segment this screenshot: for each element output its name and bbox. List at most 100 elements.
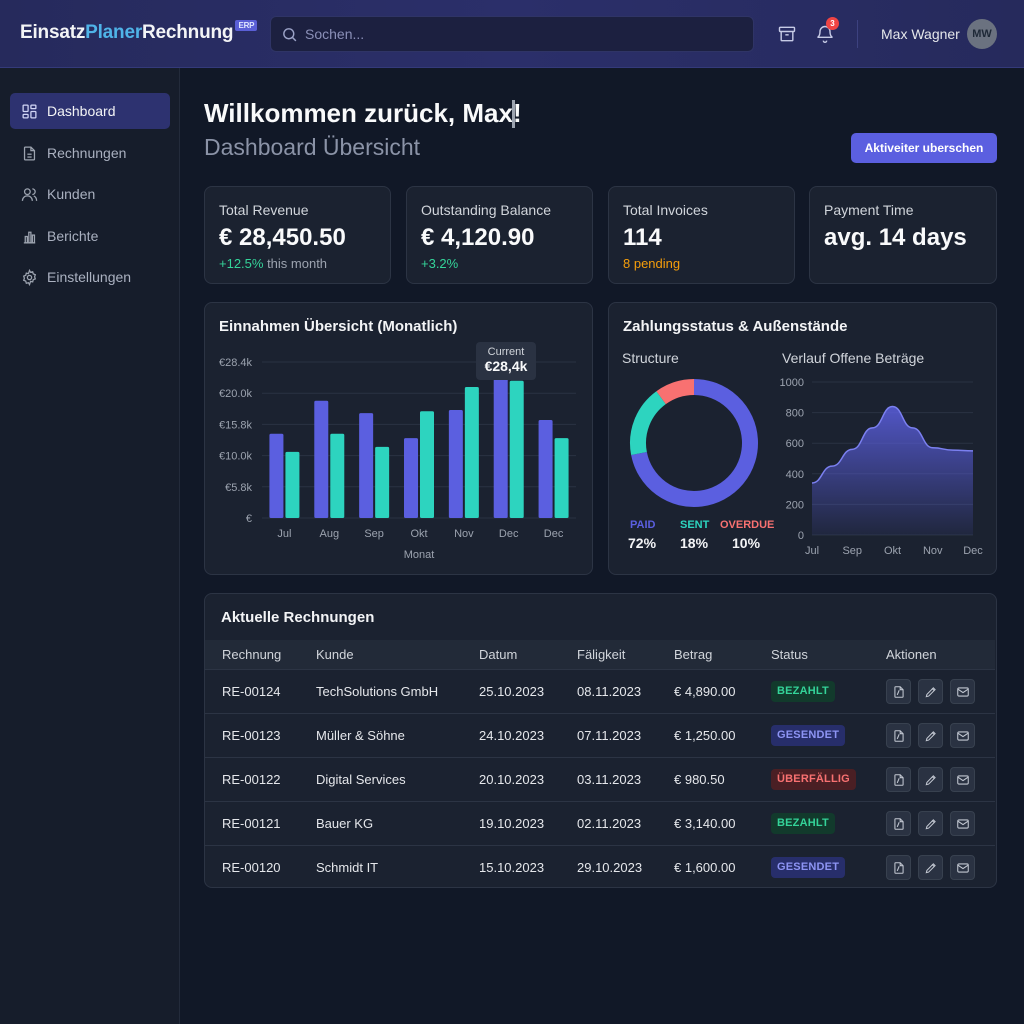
sidebar-item-einstellungen[interactable]: Einstellungen: [10, 259, 170, 295]
mail-action-button[interactable]: [950, 811, 975, 836]
mail-action-button[interactable]: [950, 855, 975, 880]
bar[interactable]: [538, 420, 553, 518]
col-header-status[interactable]: Status: [771, 647, 808, 662]
table-row[interactable]: RE-00123 Müller & Söhne 24.10.2023 07.11.20…: [205, 713, 995, 757]
search-box[interactable]: [270, 16, 754, 52]
x-tick-label: Okt: [884, 545, 901, 557]
bar[interactable]: [269, 433, 284, 518]
table-row[interactable]: RE-00120 Schmidt IT 15.10.2023 29.10.2023 € …: [205, 845, 995, 887]
sidebar-item-rechnungen[interactable]: Rechnungen: [10, 135, 170, 171]
cell-date: 20.10.2023: [479, 772, 545, 787]
pdf-action-button[interactable]: [886, 767, 911, 792]
page-subtitle: Dashboard Übersicht: [204, 134, 421, 160]
primary-action-button[interactable]: Aktiveiter uberschen: [851, 133, 997, 163]
edit-action-button[interactable]: [918, 767, 943, 792]
pdf-action-button[interactable]: [886, 723, 911, 748]
bell-icon[interactable]: [815, 24, 835, 44]
cell-invoice-id[interactable]: RE-00122: [222, 772, 281, 787]
stat-value: avg. 14 days: [824, 224, 967, 251]
bar[interactable]: [285, 451, 300, 518]
pdf-action-button[interactable]: [886, 811, 911, 836]
x-tick-label: Jul: [805, 545, 819, 557]
bar[interactable]: [314, 400, 329, 518]
legend-value-sent: 18%: [680, 535, 709, 551]
bar[interactable]: [375, 446, 390, 518]
edit-action-button[interactable]: [918, 811, 943, 836]
pdf-icon: [894, 686, 904, 698]
donut-slice-overdue[interactable]: [656, 379, 695, 405]
cell-due-date: 07.11.2023: [577, 728, 642, 743]
bar[interactable]: [359, 413, 374, 518]
col-header-rechnung[interactable]: Rechnung: [222, 647, 282, 662]
pdf-icon: [894, 862, 904, 874]
table-row[interactable]: RE-00121 Bauer KG 19.10.2023 02.11.2023 € 3,…: [205, 801, 995, 845]
x-axis-label: Monat: [404, 549, 435, 561]
sidebar-item-berichte[interactable]: Berichte: [10, 218, 170, 254]
sidebar-item-dashboard[interactable]: Dashboard: [10, 93, 170, 129]
edit-action-button[interactable]: [918, 679, 943, 704]
bar[interactable]: [420, 411, 434, 518]
status-badge: GESENDET: [771, 725, 846, 746]
cell-amount: € 1,600.00: [674, 860, 736, 875]
sidebar-item-label: Kunden: [47, 186, 96, 202]
cell-invoice-id[interactable]: RE-00123: [222, 728, 281, 743]
y-tick-label: 1000: [780, 377, 804, 389]
col-header-datum[interactable]: Datum: [479, 647, 518, 662]
bar[interactable]: [464, 386, 479, 518]
table-row[interactable]: RE-00124 TechSolutions GmbH 25.10.2023 08.1…: [205, 669, 995, 713]
area-chart-title: Verlauf Offene Beträge: [782, 350, 925, 366]
cell-date: 19.10.2023: [479, 816, 545, 831]
chart-tooltip: Current €28,4k: [476, 342, 536, 380]
donut-slice-paid[interactable]: [631, 379, 758, 507]
sidebar-item-kunden[interactable]: Kunden: [10, 176, 170, 212]
top-header: EinsatzPlanerRechnung ERP 3 Max Wagner M…: [0, 0, 1024, 68]
col-header-betrag[interactable]: Betrag: [674, 647, 713, 662]
col-header-kunde[interactable]: Kunde: [316, 647, 354, 662]
bar[interactable]: [493, 376, 508, 518]
mail-action-button[interactable]: [950, 767, 975, 792]
y-tick-label: €15.8k: [219, 419, 253, 431]
avatar[interactable]: MW: [967, 19, 997, 49]
edit-action-button[interactable]: [918, 723, 943, 748]
mail-action-button[interactable]: [950, 723, 975, 748]
sidebar-item-label: Dashboard: [47, 103, 116, 119]
bar[interactable]: [330, 433, 345, 518]
bar[interactable]: [448, 410, 463, 518]
stat-value: € 4,120.90: [421, 224, 535, 251]
cell-amount: € 4,890.00: [674, 684, 736, 699]
table-row[interactable]: RE-00122 Digital Services 20.10.2023 03.11.…: [205, 757, 995, 801]
bar[interactable]: [404, 438, 418, 518]
mail-icon: [957, 775, 969, 785]
edit-action-button[interactable]: [918, 855, 943, 880]
donut-slice-sent[interactable]: [630, 391, 667, 455]
revenue-bar-chart: € €5.8k €10.0k €15.8k €20.0k €28.4k Jul Aug Sep O…: [219, 357, 576, 561]
col-header-faelligkeit[interactable]: Fäligkeit: [577, 647, 626, 662]
user-name[interactable]: Max Wagner: [881, 26, 960, 42]
cell-invoice-id[interactable]: RE-00121: [222, 816, 281, 831]
archive-icon[interactable]: [777, 24, 797, 44]
stat-card-payment-time: Payment Time avg. 14 days: [809, 186, 997, 284]
pdf-action-button[interactable]: [886, 679, 911, 704]
mail-icon: [957, 731, 969, 741]
edit-icon: [925, 863, 936, 874]
legend-text: SENT: [680, 519, 710, 531]
tooltip-value: €28,4k: [484, 358, 528, 374]
area-fill: [812, 406, 973, 535]
cell-invoice-id[interactable]: RE-00120: [222, 860, 281, 875]
y-tick-label: €5.8k: [225, 482, 252, 494]
y-tick-label: 0: [798, 530, 804, 542]
cell-invoice-id[interactable]: RE-00124: [222, 684, 281, 699]
bar[interactable]: [509, 380, 524, 518]
bar[interactable]: [554, 438, 569, 518]
mail-action-button[interactable]: [950, 679, 975, 704]
sidebar-item-label: Berichte: [47, 228, 99, 244]
app-logo[interactable]: EinsatzPlanerRechnung ERP: [20, 20, 258, 44]
sidebar: Dashboard Rechnungen Kunden Berichte Ein…: [0, 68, 180, 1024]
document-icon: [23, 146, 36, 161]
invoices-table-card: Aktuelle Rechnungen Rechnung Kunde Datum…: [204, 593, 997, 888]
col-header-aktionen: Aktionen: [886, 647, 937, 662]
pdf-action-button[interactable]: [886, 855, 911, 880]
x-tick-label: Dec: [963, 545, 983, 557]
search-input[interactable]: [305, 17, 745, 51]
area-line[interactable]: [811, 405, 974, 484]
